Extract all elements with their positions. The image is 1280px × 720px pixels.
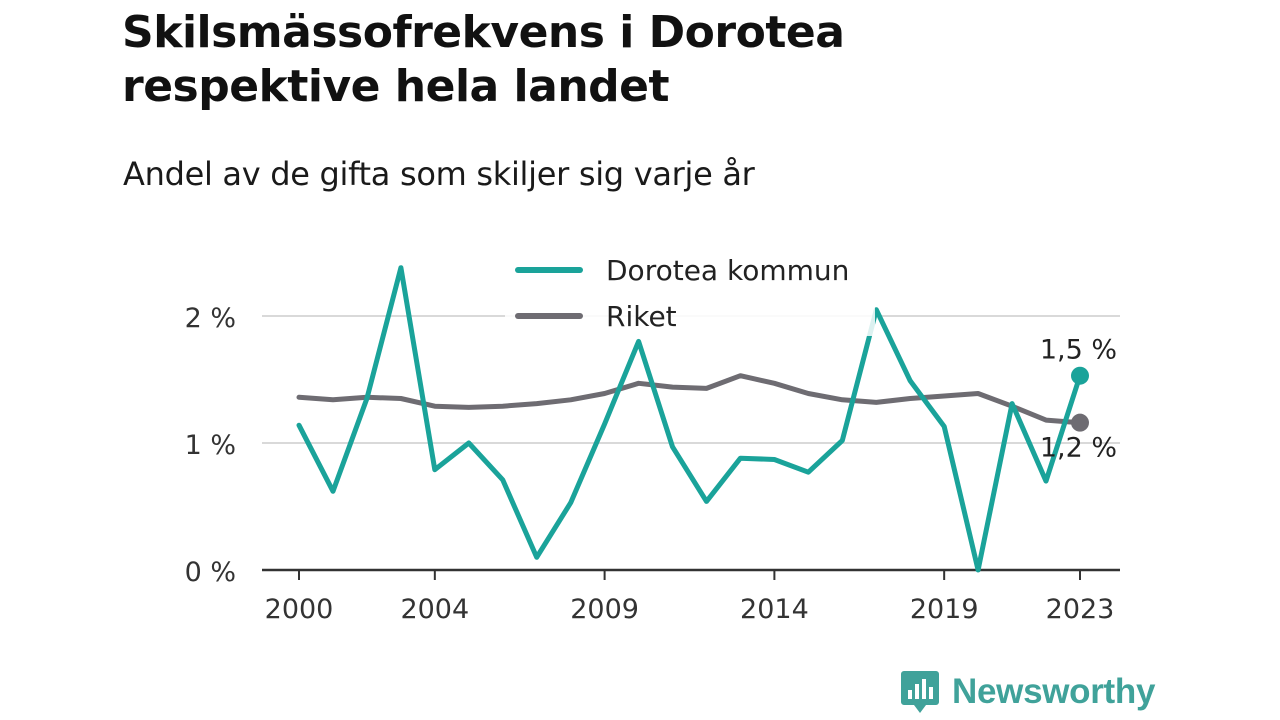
y-tick-label: 2 % (185, 303, 236, 334)
x-tick-label: 2014 (740, 594, 809, 625)
brand-name: Newsworthy (952, 672, 1156, 711)
chart-subtitle: Andel av de gifta som skiljer sig varje … (123, 155, 755, 193)
x-tick-label: 2004 (400, 594, 469, 625)
dorotea-series-line (296, 265, 1083, 573)
series-lines (296, 265, 1089, 573)
legend-background (505, 248, 875, 336)
y-tick-label: 0 % (185, 557, 236, 588)
newsworthy-logo: Newsworthy (900, 668, 1155, 716)
chart-title: Skilsmässofrekvens i Dorotea respektive … (122, 7, 845, 112)
end-labels: 1,5 % 1,2 % (1040, 335, 1117, 464)
riket-end-label: 1,2 % (1040, 433, 1117, 464)
x-tick-label: 2019 (910, 594, 979, 625)
legend-label-dorotea: Dorotea kommun (606, 254, 849, 287)
legend: Dorotea kommun Riket (505, 248, 875, 336)
x-tick-label: 2009 (570, 594, 639, 625)
riket-series-line (296, 373, 1083, 426)
legend-label-riket: Riket (606, 300, 677, 333)
riket-end-marker (1071, 413, 1089, 432)
y-tick-label: 1 % (185, 430, 236, 461)
x-tick-label: 2000 (265, 594, 334, 625)
x-tick-label: 2023 (1046, 594, 1115, 625)
y-axis: 0 % 1 % 2 % (185, 303, 236, 588)
dorotea-end-label: 1,5 % (1040, 335, 1117, 366)
dorotea-end-marker (1071, 366, 1089, 385)
x-axis: 2000 2004 2009 2014 2019 2023 (262, 568, 1120, 625)
bar-chart-logo-icon (901, 671, 939, 713)
